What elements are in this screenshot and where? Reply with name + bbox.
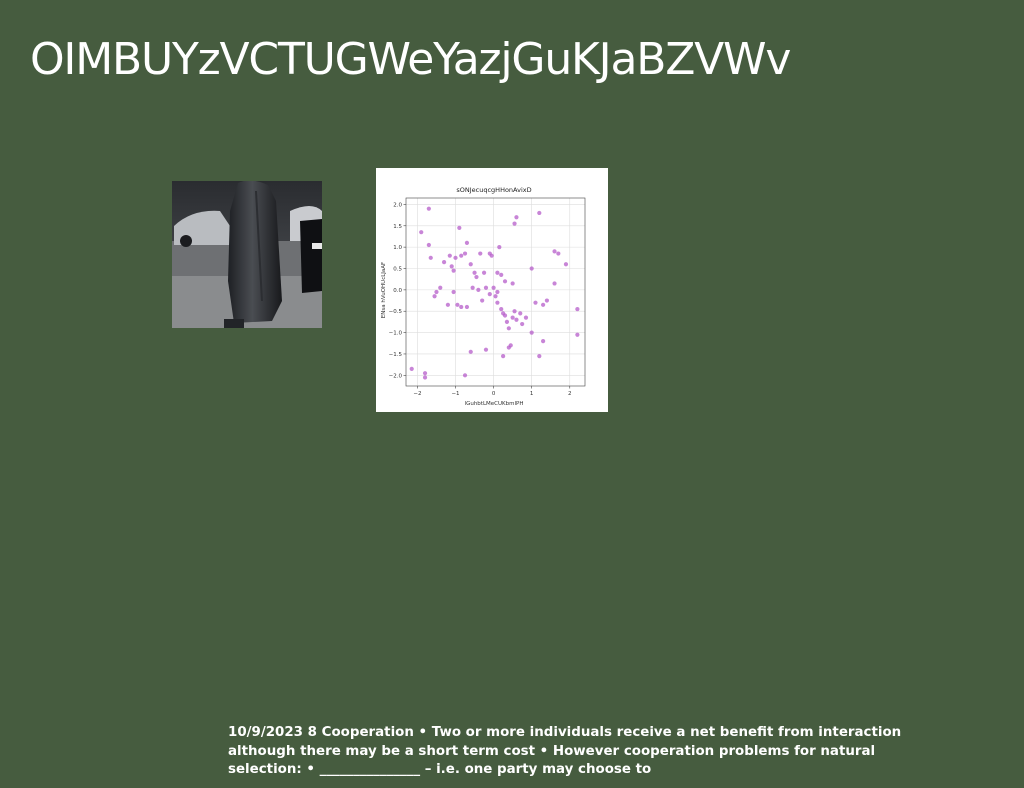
y-tick-label: 2.0: [393, 202, 402, 208]
scatter-point: [422, 375, 428, 380]
y-tick-label: −1.0: [389, 331, 403, 337]
scatter-point: [495, 270, 500, 275]
scatter-point: [453, 255, 458, 260]
scatter-point: [537, 210, 542, 216]
scatter-point: [483, 347, 489, 352]
scatter-point: [533, 300, 538, 305]
y-tick-label: −1.5: [389, 352, 403, 358]
scatter-point: [504, 319, 510, 325]
scatter-point: [464, 240, 470, 245]
scatter-point: [491, 285, 496, 290]
x-tick-label: 1: [530, 391, 534, 397]
scatter-point: [514, 317, 519, 322]
scatter-chart: −2 −1 0 1 2 −2.0 −1.5 −1.0 −0.5 0.0 0.5 1.0 1.5 2.0 s…: [376, 168, 608, 412]
scatter-point: [506, 326, 511, 331]
scatter-point: [451, 268, 456, 273]
scatter-point: [575, 332, 580, 337]
scatter-point: [541, 339, 546, 344]
scatter-point: [472, 270, 477, 275]
x-tick-label: −1: [451, 391, 459, 397]
scatter-point: [457, 225, 462, 231]
scatter-point: [552, 281, 557, 286]
y-axis-label: ENsa hVuOHUcLJaAF: [381, 262, 387, 318]
x-axis-label: lGuhbtLMeCUKbmlPH: [465, 401, 524, 407]
scatter-point: [512, 221, 517, 226]
scatter-point: [481, 270, 487, 275]
y-tick-label: 0.5: [393, 267, 402, 273]
slide-title: OIMBUYzVCTUGWeYazjGuKJaBZVWv: [30, 34, 791, 85]
scatter-point: [495, 300, 500, 305]
scatter-point: [493, 294, 498, 299]
scatter-point: [563, 262, 569, 267]
scatter-point: [474, 274, 479, 280]
scatter-point: [529, 266, 534, 271]
scatter-point: [552, 249, 557, 254]
slide-body-text: 10/9/2023 8 Cooperation • Two or more in…: [228, 725, 902, 777]
scatter-point: [510, 281, 515, 286]
scatter-point: [520, 321, 525, 327]
scatter-point: [518, 311, 523, 316]
scatter-point: [426, 206, 431, 211]
scatter-point: [476, 287, 481, 292]
scatter-point: [470, 285, 475, 290]
scatter-point: [537, 353, 542, 359]
scatter-point: [419, 230, 424, 235]
scatter-point: [502, 313, 508, 318]
scatter-point: [438, 285, 443, 290]
street-photo: [172, 181, 322, 328]
scatter-point: [464, 304, 470, 310]
scatter-point: [483, 285, 489, 290]
scatter-point: [459, 253, 464, 258]
scatter-point: [478, 251, 483, 256]
scatter-point: [529, 330, 534, 335]
scatter-point: [422, 371, 428, 376]
scatter-point: [489, 253, 494, 258]
scatter-point: [449, 264, 454, 269]
x-tick-label: 0: [492, 391, 496, 397]
scatter-point: [501, 353, 506, 359]
y-tick-label: 1.5: [393, 224, 402, 230]
scatter-point: [510, 315, 515, 320]
scatter-point: [556, 251, 561, 256]
y-tick-label: −2.0: [389, 373, 403, 379]
scatter-point: [451, 289, 456, 295]
scatter-point: [499, 272, 504, 278]
scatter-point: [495, 289, 500, 295]
scatter-point: [409, 366, 414, 372]
scatter-point: [502, 279, 508, 284]
scatter-point: [459, 304, 464, 310]
scatter-point: [434, 289, 439, 295]
scatter-point: [426, 242, 431, 248]
scatter-point: [455, 302, 460, 307]
scatter-point: [512, 309, 517, 314]
y-tick-label: 0.0: [393, 288, 402, 294]
scatter-point: [468, 349, 473, 354]
scatter-point: [508, 343, 513, 348]
scatter-point: [575, 306, 580, 312]
x-tick-label: 2: [568, 391, 572, 397]
y-tick-label: 1.0: [393, 245, 402, 251]
scatter-point: [514, 215, 519, 220]
scatter-point: [523, 315, 529, 320]
scatter-point: [441, 259, 447, 265]
scatter-point: [432, 294, 437, 299]
scatter-point: [445, 302, 450, 307]
chart-title: sONJecuqcgHHonAvixD: [456, 186, 531, 194]
scatter-point: [462, 251, 468, 256]
scatter-point: [468, 262, 473, 267]
x-tick-label: −2: [413, 391, 421, 397]
scatter-point: [497, 245, 502, 250]
scatter-point: [544, 298, 550, 303]
scatter-point: [480, 298, 485, 303]
scatter-point: [462, 373, 468, 378]
scatter-point: [487, 292, 492, 297]
scatter-point: [428, 255, 433, 260]
y-tick-label: −0.5: [389, 309, 403, 315]
scatter-point: [541, 302, 546, 307]
scatter-point: [447, 253, 452, 258]
scatter-point: [499, 306, 504, 312]
